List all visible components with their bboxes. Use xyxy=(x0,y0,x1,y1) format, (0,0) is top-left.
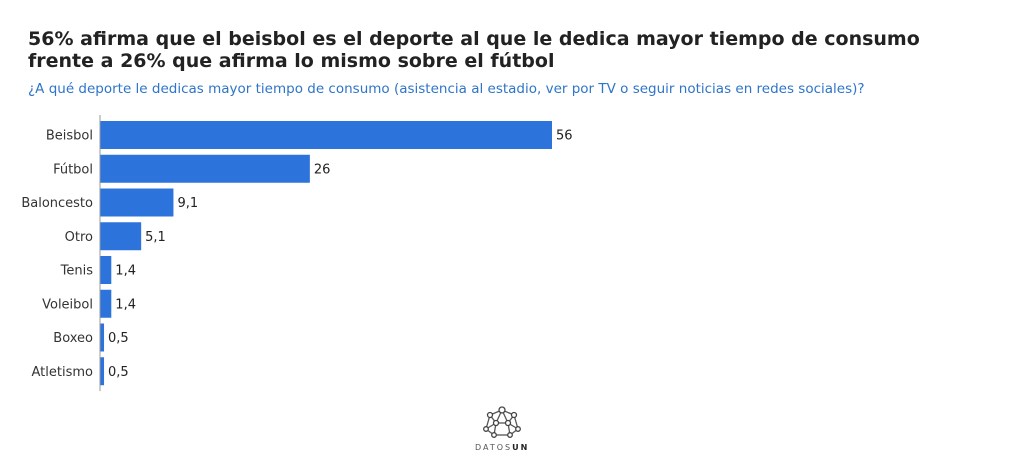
chart-title: 56% afirma que el beisbol es el deporte … xyxy=(28,28,920,72)
category-label-boxeo: Boxeo xyxy=(53,331,93,346)
category-label-tenis: Tenis xyxy=(60,264,94,279)
category-label-beisbol: Beisbol xyxy=(46,129,93,144)
value-label-atletismo: 0,5 xyxy=(108,365,129,380)
category-label-voleibol: Voleibol xyxy=(42,297,93,312)
bar-chart: Beisbol 56 Fútbol 26 Baloncesto 9,1 Otro 5,1 Ten… xyxy=(21,115,573,391)
bar-otro xyxy=(100,222,142,251)
category-label-futbol: Fútbol xyxy=(53,162,93,177)
bar-futbol xyxy=(100,154,310,183)
bar-baloncesto xyxy=(100,188,174,217)
category-label-atletismo: Atletismo xyxy=(32,365,94,380)
logo-wordmark: DATOSUN xyxy=(475,443,529,453)
category-label-baloncesto: Baloncesto xyxy=(21,196,93,211)
category-label-otro: Otro xyxy=(65,230,93,245)
value-label-voleibol: 1,4 xyxy=(115,297,136,312)
bar-voleibol xyxy=(100,289,112,318)
value-label-futbol: 26 xyxy=(314,162,331,177)
bar-beisbol xyxy=(100,121,552,149)
value-label-beisbol: 56 xyxy=(556,129,573,144)
datosun-logo: DATOSUN xyxy=(475,405,529,455)
logo-prefix: DATOS xyxy=(475,443,513,452)
bar-tenis xyxy=(100,256,112,284)
bar-boxeo xyxy=(100,323,105,352)
network-logo-icon xyxy=(483,406,521,438)
value-label-boxeo: 0,5 xyxy=(108,331,129,346)
value-label-baloncesto: 9,1 xyxy=(177,196,198,211)
logo-suffix: UN xyxy=(512,443,530,452)
chart-subtitle: ¿A qué deporte le dedicas mayor tiempo d… xyxy=(28,81,865,97)
value-label-tenis: 1,4 xyxy=(115,264,136,279)
bar-atletismo xyxy=(100,357,105,386)
value-label-otro: 5,1 xyxy=(145,230,166,245)
